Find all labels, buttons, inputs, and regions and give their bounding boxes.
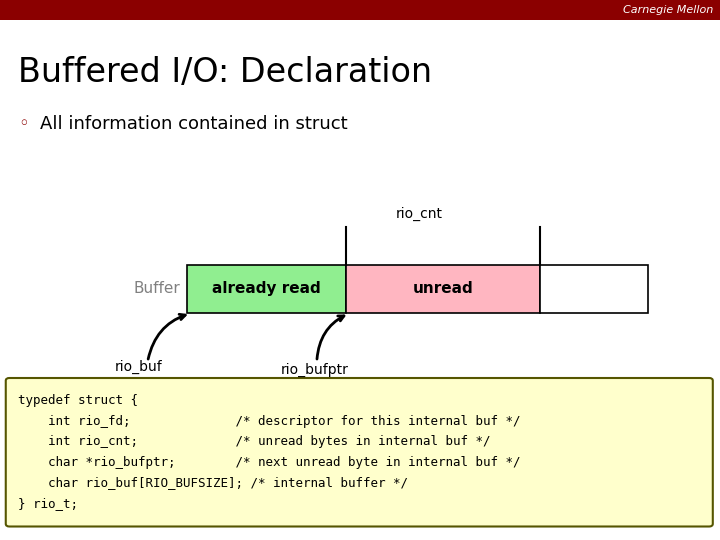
Bar [0,0,720,20]
Text: All information contained in struct: All information contained in struct [40,115,347,133]
Bar [540,265,648,313]
Text: unread: unread [413,281,473,296]
Text: int rio_cnt;             /* unread bytes in internal buf */: int rio_cnt; /* unread bytes in internal… [18,435,490,448]
FancyBboxPatch shape [6,378,713,526]
Text: char rio_buf[RIO_BUFSIZE]; /* internal buffer */: char rio_buf[RIO_BUFSIZE]; /* internal b… [18,476,408,489]
Text: Buffer: Buffer [133,281,180,296]
Text: Buffered I/O: Declaration: Buffered I/O: Declaration [18,56,432,90]
Text: already read: already read [212,281,321,296]
Text: Carnegie Mellon: Carnegie Mellon [623,5,713,15]
Text: rio_cnt: rio_cnt [396,207,443,221]
Text: ◦: ◦ [18,115,29,133]
Text: char *rio_bufptr;        /* next unread byte in internal buf */: char *rio_bufptr; /* next unread byte in… [18,456,521,469]
Text: rio_buf: rio_buf [115,360,163,374]
Bar [187,265,346,313]
Text: int rio_fd;              /* descriptor for this internal buf */: int rio_fd; /* descriptor for this inter… [18,415,521,428]
Bar [346,265,540,313]
Text: rio_bufptr: rio_bufptr [281,363,348,377]
Text: typedef struct {: typedef struct { [18,394,138,407]
Text: } rio_t;: } rio_t; [18,497,78,510]
